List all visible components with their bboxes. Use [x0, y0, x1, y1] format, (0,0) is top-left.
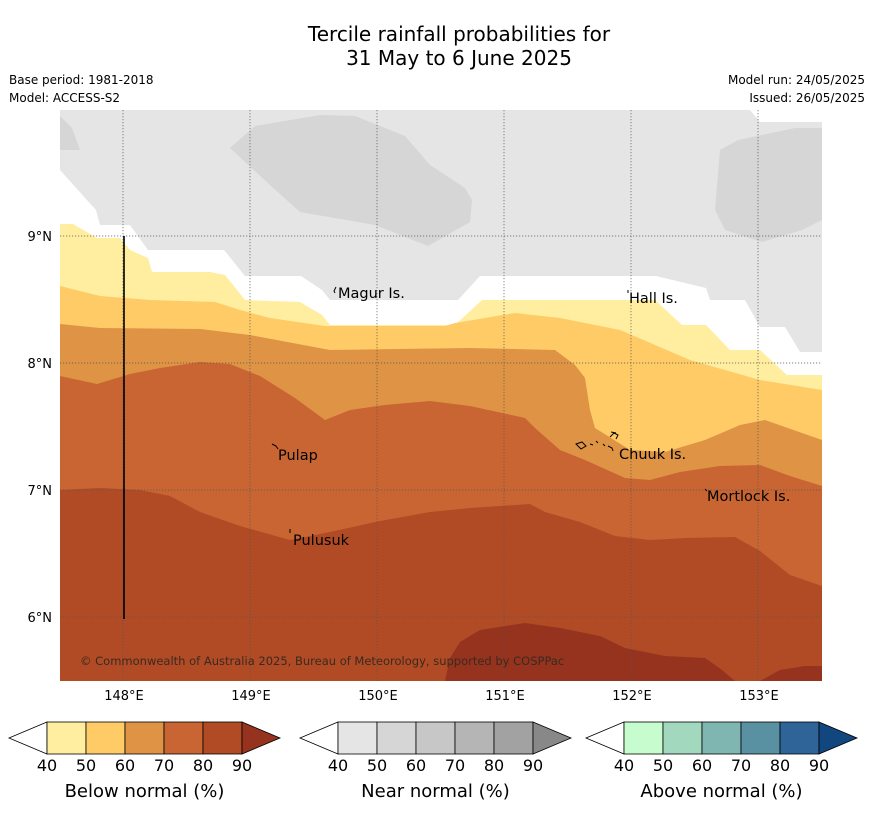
above-normal-tick-label: 80	[769, 756, 791, 775]
chart-title: Tercile rainfall probabilities for 31 Ma…	[0, 22, 873, 70]
near-normal-segment	[415, 721, 456, 755]
lon-label-149: 149°E	[231, 689, 271, 704]
lon-label-152: 152°E	[612, 689, 652, 704]
above-normal-tick-label: 60	[691, 756, 713, 775]
above-normal-segment	[662, 721, 703, 755]
place-label-magur: Magur Is.	[338, 286, 405, 302]
above-normal-high-extension	[818, 721, 859, 755]
below-normal-segment	[85, 721, 126, 755]
lon-label-148: 148°E	[104, 689, 144, 704]
place-label-hall: Hall Is.	[629, 291, 678, 307]
above-normal-colorbar	[584, 721, 859, 755]
place-label-chuuk: Chuuk Is.	[619, 447, 686, 463]
model-run-text: Model run: 24/05/2025	[727, 73, 865, 87]
issued-text: Issued: 26/05/2025	[749, 91, 865, 105]
below-normal-tick-label: 50	[75, 756, 97, 775]
near-normal-tick-label: 40	[327, 756, 349, 775]
near-normal-segment	[454, 721, 495, 755]
mortlock-island-marker	[704, 488, 708, 492]
magur-island-marker	[333, 286, 337, 294]
below-normal-90-plus-field	[445, 623, 735, 681]
near-normal-colorbar	[298, 721, 573, 755]
near-normal-tick-label: 70	[444, 756, 466, 775]
below-normal-tick-label: 70	[153, 756, 175, 775]
near-normal-segment	[376, 721, 417, 755]
above-normal-tick-label: 90	[808, 756, 830, 775]
place-label-mortlock: Mortlock Is.	[707, 489, 790, 505]
above-normal-segment	[701, 721, 742, 755]
below-normal-90-field	[60, 488, 822, 681]
lat-label-7n: 7°N	[28, 484, 53, 499]
below-normal-tick-label: 60	[114, 756, 136, 775]
below-normal-segment	[202, 721, 243, 755]
meta-right: Model run: 24/05/2025 Issued: 26/05/2025	[728, 71, 865, 107]
near-normal-tick-label: 50	[366, 756, 388, 775]
meta-left: Base period: 1981-2018 Model: ACCESS-S2	[9, 71, 154, 107]
lat-label-9n: 9°N	[28, 230, 53, 245]
above-normal-tick-label: 40	[613, 756, 635, 775]
place-label-pulusuk: Pulusuk	[293, 533, 350, 549]
graticule	[60, 110, 822, 681]
below-normal-colorbar	[7, 721, 282, 755]
above-normal-segment	[623, 721, 664, 755]
base-period-text: Base period: 1981-2018	[9, 73, 154, 87]
below-normal-segment	[46, 721, 87, 755]
near-normal-tick-label: 80	[483, 756, 505, 775]
lon-label-150: 150°E	[358, 689, 398, 704]
near-normal-low-extension	[298, 721, 339, 755]
probability-fields	[60, 110, 822, 681]
title-line-2: 31 May to 6 June 2025	[346, 46, 572, 70]
below-normal-90-plus-field-east	[760, 666, 822, 681]
above-normal-tick-label: 50	[652, 756, 674, 775]
near-normal-tick-label: 60	[405, 756, 427, 775]
lon-label-151: 151°E	[485, 689, 525, 704]
latitude-labels: 9°N 8°N 7°N 6°N	[28, 230, 53, 626]
near-normal-50-field-center	[230, 115, 472, 246]
above-normal-label: Above normal (%)	[640, 781, 803, 802]
near-normal-label: Near normal (%)	[361, 781, 510, 802]
near-normal-segment	[337, 721, 378, 755]
lon-label-153: 153°E	[739, 689, 779, 704]
above-normal-segment	[740, 721, 781, 755]
below-normal-tick-label: 40	[36, 756, 58, 775]
place-label-pulap: Pulap	[278, 448, 318, 464]
below-normal-high-extension	[241, 721, 282, 755]
title-line-1: Tercile rainfall probabilities for	[307, 22, 611, 46]
below-normal-tick-label: 80	[192, 756, 214, 775]
model-text: Model: ACCESS-S2	[9, 91, 121, 105]
lat-label-6n: 6°N	[28, 611, 53, 626]
chuuk-lagoon-marker	[575, 431, 619, 452]
islands	[271, 286, 708, 533]
below-normal-low-extension	[7, 721, 48, 755]
near-normal-tick-label: 90	[522, 756, 544, 775]
below-normal-segment	[163, 721, 204, 755]
below-normal-tick-label: 90	[231, 756, 253, 775]
longitude-labels: 148°E 149°E 150°E 151°E 152°E 153°E	[104, 689, 779, 704]
above-normal-tick-label: 70	[730, 756, 752, 775]
lat-label-8n: 8°N	[28, 357, 53, 372]
near-normal-segment	[493, 721, 534, 755]
place-labels: Magur Is. Hall Is. Pulap Chuuk Is. Mortl…	[278, 286, 790, 549]
below-normal-label: Below normal (%)	[64, 781, 225, 802]
near-normal-high-extension	[532, 721, 573, 755]
near-normal-50-field-east	[715, 128, 822, 242]
below-normal-segment	[124, 721, 165, 755]
copyright-text: © Commonwealth of Australia 2025, Bureau…	[80, 654, 564, 668]
above-normal-segment	[779, 721, 820, 755]
pulap-island-marker	[271, 443, 279, 450]
above-normal-low-extension	[584, 721, 625, 755]
near-normal-50-field-north	[60, 116, 80, 150]
